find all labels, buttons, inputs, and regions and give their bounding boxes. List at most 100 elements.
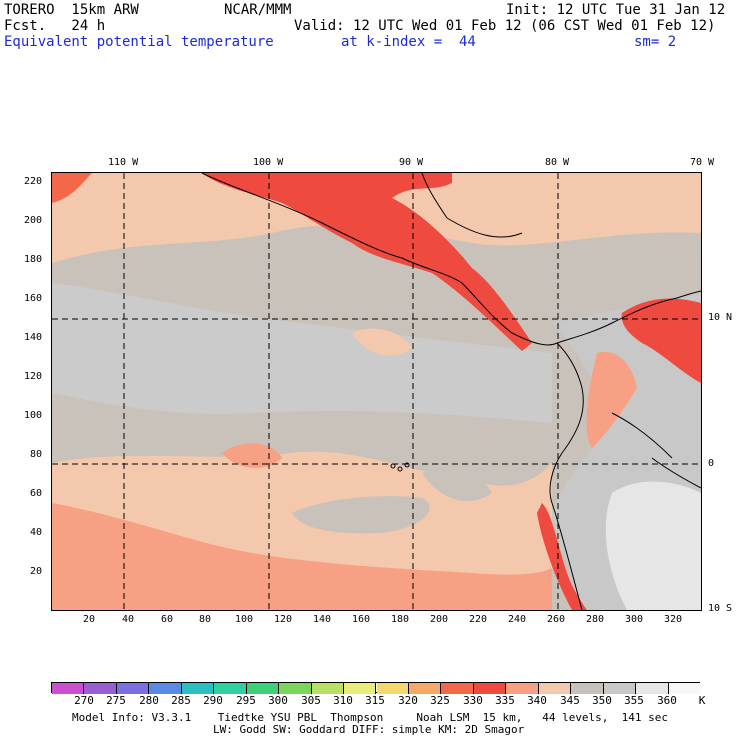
colorbar-cell: [52, 683, 85, 694]
colorbar-cell: [116, 683, 150, 694]
x-label-260: 260: [547, 614, 566, 625]
x-label-140: 140: [313, 614, 332, 625]
x-label-300: 300: [625, 614, 644, 625]
model-info: Model Info: V3.3.1 Tiedtke YSU PBL Thomp…: [72, 711, 669, 724]
x-label-200: 200: [430, 614, 449, 625]
field-andes-330: [537, 503, 587, 610]
colorbar-cell: [473, 683, 507, 694]
cb-label: 275: [106, 694, 126, 707]
cb-label: 345: [560, 694, 580, 707]
lat-label-10n: 10 N: [708, 312, 733, 323]
cb-label: 335: [495, 694, 515, 707]
cb-label: 300: [268, 694, 288, 707]
x-label-320: 320: [664, 614, 683, 625]
cb-label: 270: [74, 694, 94, 707]
colorbar-cell: [506, 683, 539, 694]
lon-label-100w: 100 W: [253, 157, 284, 168]
institution-label: NCAR/MMM: [224, 2, 292, 18]
cb-label: 350: [592, 694, 612, 707]
y-label-160: 160: [24, 293, 43, 304]
y-label-140: 140: [24, 332, 43, 343]
cb-label: 295: [236, 694, 256, 707]
colorbar-cell: [376, 683, 409, 694]
field-colombia-330: [621, 298, 701, 383]
colorbar-cell: [603, 683, 637, 694]
colorbar-cell: [538, 683, 572, 694]
x-label-100: 100: [235, 614, 254, 625]
colorbar-cell: [214, 683, 247, 694]
lon-label-90w: 90 W: [399, 157, 424, 168]
y-label-20: 20: [30, 566, 43, 577]
field-patch-345: [352, 328, 412, 356]
lon-label-110w: 110 W: [108, 157, 139, 168]
cb-label: 290: [203, 694, 223, 707]
physics-info: LW: Godd SW: Goddard DIFF: simple KM: 2D…: [213, 723, 525, 736]
map-panel: [51, 172, 702, 611]
colorbar-cell: [149, 683, 182, 694]
colorbar-cell: [311, 683, 345, 694]
x-label-180: 180: [391, 614, 410, 625]
x-label-220: 220: [469, 614, 488, 625]
x-label-280: 280: [586, 614, 605, 625]
y-label-80: 80: [30, 449, 43, 460]
cb-label: 280: [139, 694, 159, 707]
y-label-40: 40: [30, 527, 43, 538]
x-label-80: 80: [199, 614, 212, 625]
y-label-120: 120: [24, 371, 43, 382]
y-label-60: 60: [30, 488, 43, 499]
lon-label-70w: 70 W: [690, 157, 715, 168]
field-map: [52, 173, 701, 610]
smoothing-label: sm= 2: [634, 34, 677, 50]
colorbar-cell: [408, 683, 442, 694]
cb-label: 355: [624, 694, 644, 707]
cb-label: 330: [463, 694, 483, 707]
colorbar-cell: [344, 683, 377, 694]
valid-time: Valid: 12 UTC Wed 01 Feb 12 (06 CST Wed …: [294, 18, 716, 34]
colorbar-cell: [84, 683, 117, 694]
x-label-60: 60: [161, 614, 174, 625]
colorbar: [51, 682, 701, 694]
cb-unit: K: [698, 694, 706, 707]
colorbar-cell: [441, 683, 474, 694]
colorbar-cell: [668, 683, 701, 694]
x-label-120: 120: [274, 614, 293, 625]
cb-label: 325: [430, 694, 450, 707]
graticule: [52, 173, 701, 610]
field-patch-350: [292, 496, 430, 534]
init-time: Init: 12 UTC Tue 31 Jan 12: [506, 2, 726, 18]
y-label-220: 220: [24, 176, 43, 187]
cb-label: 285: [171, 694, 191, 707]
x-label-240: 240: [508, 614, 527, 625]
lat-label-0: 0: [708, 458, 715, 469]
field-south-340: [52, 503, 552, 610]
field-ecuador-340: [586, 352, 637, 448]
field-patch-350b: [422, 469, 492, 502]
field-amazon-360: [605, 481, 701, 610]
cb-label: 310: [333, 694, 353, 707]
x-label-160: 160: [352, 614, 371, 625]
colorbar-cell: [181, 683, 215, 694]
field-name: Equivalent potential temperature: [4, 34, 274, 50]
cb-label: 360: [657, 694, 677, 707]
k-index-label: at k-index = 44: [341, 34, 476, 50]
colorbar-cell: [246, 683, 280, 694]
cb-label: 340: [527, 694, 547, 707]
lat-label-10s: 10 S: [708, 603, 733, 614]
cb-label: 320: [398, 694, 418, 707]
forecast-hour: Fcst. 24 h: [4, 18, 106, 34]
colorbar-cell: [571, 683, 604, 694]
model-title: TORERO 15km ARW: [4, 2, 139, 18]
cb-label: 315: [365, 694, 385, 707]
field-nwcorner-325: [52, 173, 92, 203]
field-centralamerica-330: [202, 173, 532, 351]
cb-label: 305: [301, 694, 321, 707]
lon-label-80w: 80 W: [545, 157, 570, 168]
y-label-180: 180: [24, 254, 43, 265]
y-label-200: 200: [24, 215, 43, 226]
y-label-100: 100: [24, 410, 43, 421]
colorbar-cell: [636, 683, 669, 694]
colorbar-cell: [279, 683, 312, 694]
coastlines: [201, 173, 701, 610]
x-label-20: 20: [83, 614, 96, 625]
field-band-355: [52, 283, 552, 423]
